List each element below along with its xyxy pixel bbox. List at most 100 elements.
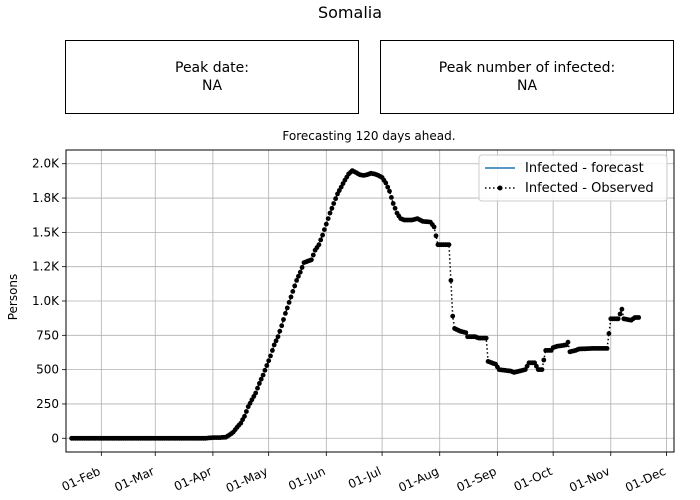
y-tick-label: 0 (51, 431, 59, 445)
observed-point (448, 278, 454, 283)
observed-point (275, 334, 281, 340)
observed-point (385, 184, 391, 190)
observed-point (283, 311, 288, 316)
observed-point (310, 252, 316, 258)
observed-point (288, 294, 294, 300)
observed-point (483, 335, 489, 341)
chart-title: Somalia (317, 3, 383, 22)
observed-point (323, 221, 329, 227)
observed-point (266, 358, 272, 364)
observed-point (446, 242, 452, 248)
observed-point (604, 346, 610, 351)
x-tick-label: 01-Apr (172, 464, 214, 494)
observed-point (257, 381, 262, 386)
observed-point (333, 196, 338, 202)
observed-point (255, 385, 260, 391)
observed-point (271, 342, 277, 348)
peak-date-value: NA (201, 78, 223, 94)
observed-point (322, 227, 327, 233)
observed-point (292, 283, 298, 289)
observed-point (318, 237, 324, 243)
peak-count-label: Peak number of infected: (438, 60, 616, 76)
observed-point (389, 195, 394, 200)
observed-point (296, 273, 301, 279)
observed-point (331, 201, 337, 206)
observed-point (617, 311, 623, 317)
observed-point (325, 216, 331, 222)
legend-forecast-label: Infected - forecast (525, 161, 644, 176)
x-tick-label: 01-Oct (512, 464, 555, 494)
x-tick-label: 01-Dec (623, 464, 668, 495)
observed-point (270, 348, 275, 353)
observed-point (299, 265, 305, 270)
y-tick-label: 1.0K (32, 294, 60, 308)
observed-point (297, 269, 303, 275)
observed-point (383, 180, 389, 186)
observed-point (606, 331, 612, 336)
observed-point (264, 363, 270, 368)
observed-point (294, 278, 299, 283)
x-tick-label: 01-Aug (396, 464, 441, 495)
observed-point (279, 323, 285, 329)
observed-point (277, 328, 283, 334)
observed-point (390, 201, 396, 206)
observed-point (320, 232, 325, 238)
observed-point (387, 188, 392, 194)
observed-point (309, 257, 314, 263)
legend-box (478, 154, 668, 202)
observed-series-line (71, 169, 639, 440)
y-tick-label: 500 (36, 363, 59, 377)
observed-point (541, 357, 547, 363)
observed-point (253, 390, 259, 396)
y-tick-label: 1.8K (32, 191, 60, 205)
y-tick-label: 1.5K (32, 225, 60, 239)
observed-point (268, 353, 273, 359)
observed-point (463, 330, 469, 335)
observed-point (539, 367, 545, 372)
y-tick-label: 1.2K (32, 260, 60, 274)
observed-point (262, 367, 268, 373)
observed-point (431, 224, 437, 230)
observed-point (284, 305, 290, 311)
legend-observed-marker (497, 185, 503, 191)
observed-point (273, 338, 279, 344)
observed-point (286, 300, 292, 305)
observed-point (433, 233, 439, 239)
observed-point (565, 339, 571, 345)
x-tick-label: 01-May (224, 464, 270, 495)
peak-date-box: Peak date: NA (65, 40, 359, 114)
x-tick-label: 01-Jul (346, 464, 383, 491)
observed-point (260, 372, 266, 378)
peak-count-box: Peak number of infected: NA (380, 40, 674, 114)
observed-point (281, 317, 286, 322)
y-tick-label: 750 (36, 328, 59, 342)
observed-point (615, 316, 621, 322)
observed-point (619, 306, 625, 312)
legend-observed-label: Infected - Observed (525, 181, 654, 196)
x-tick-label: 01-Sep (454, 464, 498, 495)
x-tick-label: 01-Feb (60, 464, 103, 494)
observed-point (242, 413, 247, 419)
chart-subtitle: Forecasting 120 days ahead. (282, 129, 455, 143)
observed-point (329, 205, 335, 211)
y-tick-label: 250 (36, 397, 59, 411)
observed-point (258, 376, 264, 382)
observed-point (636, 315, 642, 320)
y-axis-label: Persons (6, 274, 20, 321)
observed-point (290, 289, 296, 294)
x-tick-label: 01-Nov (567, 464, 612, 495)
x-tick-label: 01-Jun (286, 464, 327, 493)
y-tick-label: 2.0K (32, 157, 60, 171)
observed-point (244, 409, 249, 414)
x-tick-label: 01-Mar (112, 464, 156, 495)
peak-date-label: Peak date: (175, 60, 249, 76)
observed-point (392, 205, 398, 211)
observed-point (316, 242, 322, 248)
series-layer (69, 168, 642, 441)
observed-point (327, 210, 333, 216)
legend: Infected - forecast Infected - Observed (478, 154, 668, 202)
observed-point (450, 313, 456, 319)
peak-count-value: NA (516, 78, 538, 94)
axes-layer: 0 250 500 750 1.0K 1.2K 1.5K 1.8K 2.0K 01-Feb 01-M… (32, 157, 668, 496)
